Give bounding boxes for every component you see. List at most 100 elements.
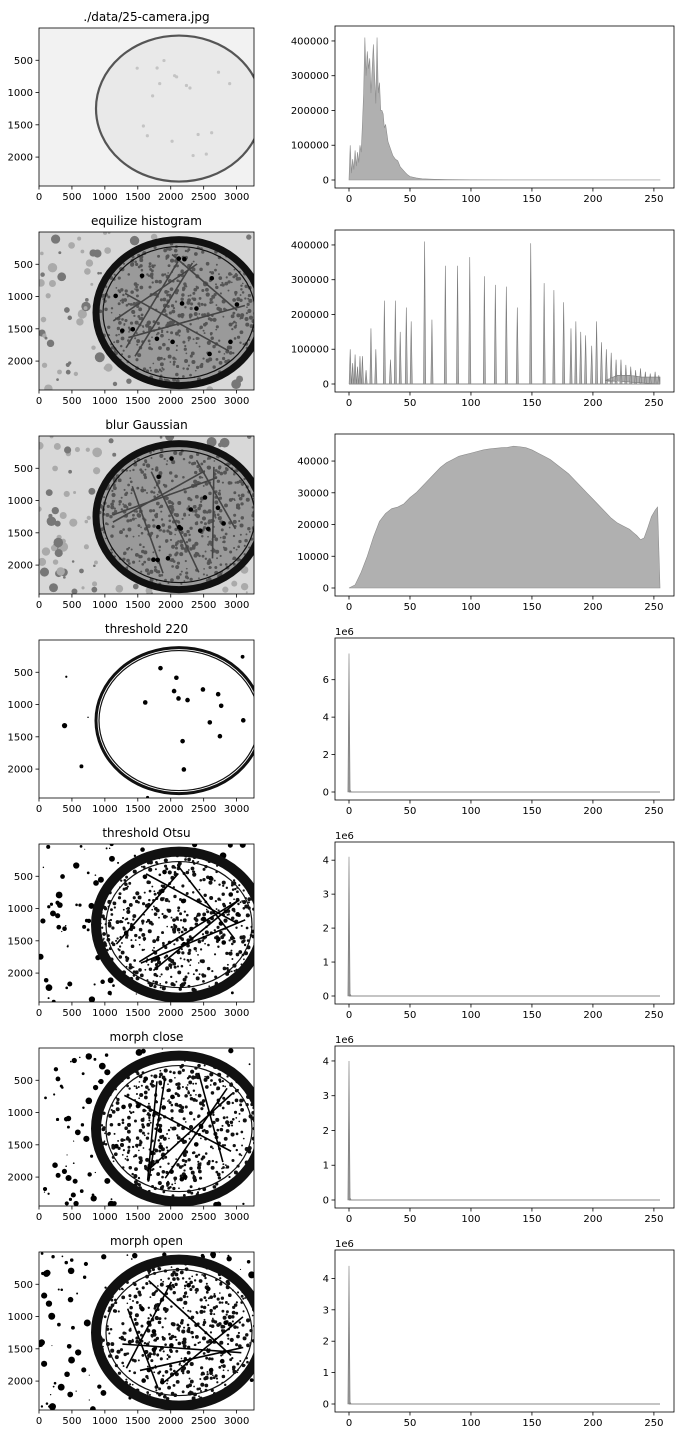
texture-dot [135,262,139,267]
spot [234,302,240,307]
texture-dot [176,1327,180,1331]
noise [88,1399,90,1401]
texture-dot [219,899,222,901]
texture-dot [252,518,254,522]
vein [150,471,200,573]
noise [93,467,101,475]
texture-dot [243,544,246,547]
texture-dot [242,1297,245,1300]
texture-dot [222,1163,225,1166]
texture-dot [156,1172,161,1176]
noise [52,1385,55,1388]
texture-dot [159,1069,162,1072]
vein [112,476,218,516]
y-tick-label: 0 [323,584,329,595]
texture-dot [120,508,124,511]
texture-dot [234,290,238,295]
noise [92,1084,99,1091]
texture-dot [244,317,248,321]
texture-dot [209,1072,214,1077]
texture-dot [231,327,234,331]
texture-dot [184,1287,186,1290]
texture-dot [102,917,106,921]
texture-dot [180,1357,183,1360]
frame-ring [92,440,254,594]
texture-dot [239,294,242,297]
texture-dot [179,573,182,576]
texture-dot [115,339,120,344]
texture-dot [113,507,116,510]
texture-dot [213,460,216,462]
texture-dot [159,975,161,978]
noise [246,1260,251,1264]
noise [62,926,67,932]
y-tick-label: 1000 [8,1108,33,1119]
noise [93,560,98,565]
image-frame [38,435,255,595]
texture-dot [233,513,237,517]
texture-dot [122,1149,125,1152]
texture-dot [111,926,115,930]
texture-dot [240,924,243,927]
texture-dot [196,1165,202,1170]
plot-frame [334,25,675,189]
noise [90,282,94,286]
y-tick-label: 2 [323,1126,329,1137]
noise [117,861,120,864]
texture-dot [157,479,161,483]
y-tick-label: 4 [323,1274,329,1285]
noise [97,1080,100,1083]
texture-dot [129,1383,132,1386]
texture-dot [218,496,223,500]
texture-dot [190,1191,194,1195]
texture-dot [160,884,164,888]
texture-dot [175,372,179,377]
texture-dot [161,931,165,935]
texture-dot [202,1305,207,1310]
texture-dot [204,1152,208,1155]
noise [132,583,139,590]
texture-dot [213,1313,216,1316]
texture-dot [128,963,132,967]
texture-dot [226,1100,231,1105]
x-tick-label: 500 [62,600,81,611]
texture-dot [127,527,132,532]
texture-dot [126,1155,129,1158]
texture-dot [198,1279,203,1283]
texture-dot [229,1337,234,1342]
y-tick-label: 2000 [8,1173,33,1184]
texture-dot [256,1132,259,1135]
noise [222,586,229,593]
noise [67,944,69,946]
texture-dot [225,276,228,279]
vein [112,263,198,322]
texture-dot [137,1330,141,1334]
noise [206,437,217,447]
x-tick-label: 0 [36,1008,42,1019]
texture-dot [144,459,148,463]
texture-dot [148,889,152,893]
texture-dot [164,1308,169,1313]
texture-dot [186,1077,190,1080]
noise [79,764,84,769]
texture-dot [205,1356,209,1360]
texture-dot [193,1118,196,1121]
texture-dot [204,1129,209,1135]
texture-dot [139,554,143,559]
texture-dot [240,284,243,287]
texture-dot [138,307,143,312]
texture-dot [120,1138,125,1142]
texture-dot [136,486,140,490]
texture-dot [128,1369,131,1373]
noise [104,363,113,372]
texture-dot [157,1181,162,1186]
texture-dot [152,939,157,944]
texture-dot [125,907,128,910]
texture-dot [233,491,237,495]
texture-dot [214,975,218,979]
texture-dot [181,517,184,520]
texture-dot [181,1390,185,1394]
vein [197,1072,224,1163]
x-tick-label: 200 [583,1214,602,1225]
texture-dot [147,1088,150,1091]
